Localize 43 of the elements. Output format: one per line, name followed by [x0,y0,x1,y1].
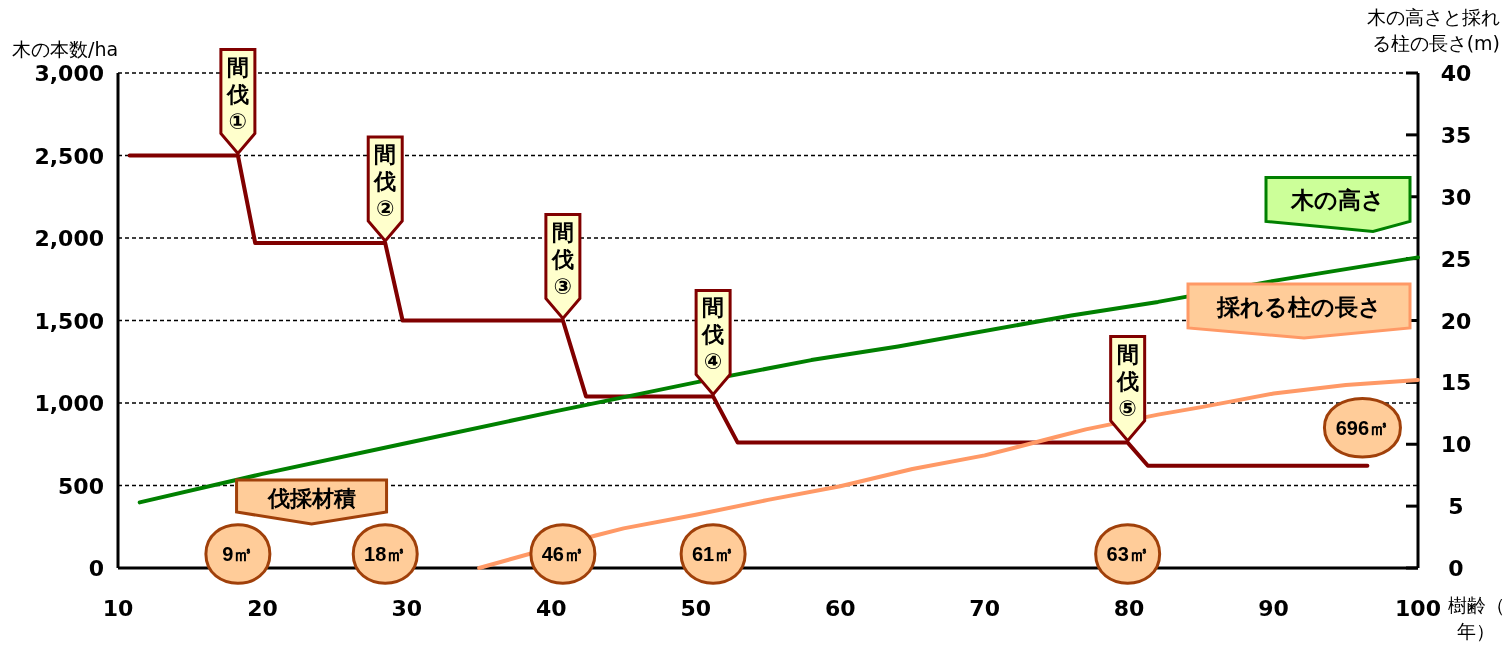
annotation: 伐採材積 [266,486,356,511]
x-tick-label: 40 [536,596,567,621]
x-tick-label: 20 [247,596,278,621]
y2-tick-label: 20 [1440,308,1472,334]
y-tick-label: 1,500 [34,308,104,334]
annotation: 18㎥ [364,543,407,565]
x-tick-label: 80 [1113,596,1145,621]
y2-tick-label: 35 [1440,122,1472,148]
x-tick-label: 90 [1258,596,1289,621]
y-tick-label: 3,000 [34,61,104,86]
annotation: 間伐② [373,141,397,221]
y2-axis-title: 木の高さと採れる柱の長さ(m) [1367,6,1500,54]
text: 採れる柱の長さ [1215,293,1382,320]
y-axis-title: 木の本数/ha [12,38,119,60]
y2-tick-label: 15 [1440,370,1472,396]
x-axis-title: 樹齢（年） [1447,594,1505,642]
annotation: 間伐⑤ [1115,341,1139,421]
annotation: 間伐④ [701,295,725,375]
x-tick-label: 10 [102,596,134,621]
text: 木の高さ [1290,187,1385,214]
x-tick-label: 30 [391,596,423,621]
y2-tick-label: 30 [1440,184,1472,210]
y-tick-label: 2,500 [34,143,104,169]
annotation: 46㎥ [541,543,585,565]
x-tick-label: 100 [1395,596,1441,621]
x-tick-label: 60 [824,596,856,621]
annotation: 63㎥ [1106,543,1149,565]
y-tick-label: 500 [58,473,104,499]
y-tick-label: 0 [88,556,104,581]
x-tick-label: 70 [969,596,1000,621]
y-tick-label: 1,000 [34,391,104,416]
y2-tick-label: 10 [1440,432,1472,458]
y2-tick-label: 25 [1440,246,1472,272]
annotation: 間伐③ [550,219,574,299]
annotation: 間伐① [225,54,249,134]
y2-tick-label: 40 [1440,61,1472,86]
y-tick-label: 2,000 [34,226,104,251]
annotation: 61㎥ [691,543,735,565]
annotation: 696㎥ [1335,416,1390,439]
y2-tick-label: 0 [1448,556,1464,581]
y2-tick-label: 5 [1448,494,1464,520]
annotation: 9㎥ [222,543,254,565]
x-tick-label: 50 [680,596,712,621]
